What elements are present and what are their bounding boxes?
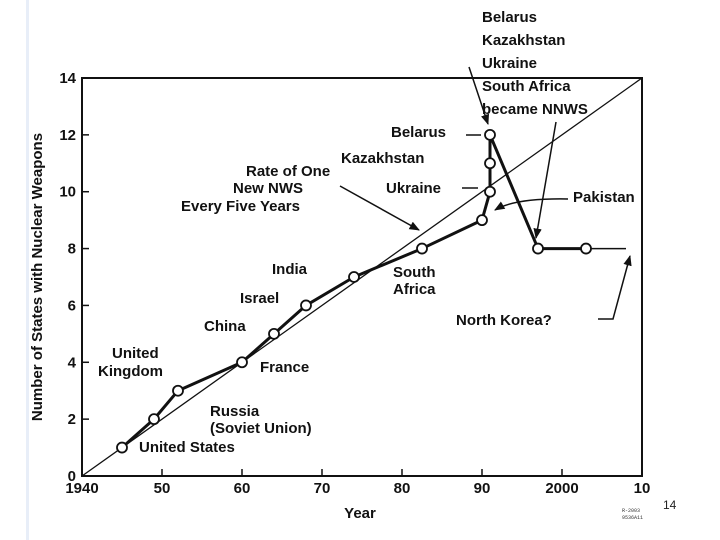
annotation-label: Pakistan <box>573 189 635 206</box>
x-tick-label: 70 <box>314 480 331 497</box>
annotation-arrow <box>598 254 632 320</box>
x-tick-label: 10 <box>634 480 651 497</box>
annotation-label: North Korea? <box>456 312 552 329</box>
callout-label: Kazakhstan <box>482 32 565 49</box>
annotation-label: China <box>204 318 246 335</box>
data-point <box>236 356 248 369</box>
series-line <box>121 133 586 449</box>
data-point <box>580 242 592 255</box>
data-point <box>476 214 488 227</box>
x-tick-label: 50 <box>154 480 171 497</box>
y-tick-label: 12 <box>59 127 76 144</box>
y-tick-label: 2 <box>68 411 76 428</box>
data-point <box>348 271 360 283</box>
annotation-label: France <box>260 359 309 376</box>
y-tick-label: 14 <box>59 70 76 87</box>
data-point <box>172 384 184 397</box>
callout-label: South Africa <box>482 78 571 95</box>
y-tick-label: 4 <box>68 354 77 371</box>
callout-label: Ukraine <box>482 55 537 72</box>
data-point <box>416 242 428 255</box>
y-tick-label: 0 <box>68 468 76 485</box>
callout-label: Belarus <box>482 9 537 26</box>
page-number: 14 <box>663 498 677 512</box>
source-code: R-2003 <box>622 508 640 514</box>
slide-left-rule <box>26 0 29 540</box>
data-point <box>148 413 160 426</box>
x-tick-label: 2000 <box>545 480 578 497</box>
annotation-label: Kazakhstan <box>341 150 424 167</box>
data-point <box>116 441 128 454</box>
x-tick-label: 60 <box>234 480 251 497</box>
annotation-arrow <box>494 198 569 211</box>
source-code: 9536A11 <box>622 515 643 521</box>
annotation-label: (Soviet Union) <box>210 420 312 437</box>
annotation-label: Kingdom <box>98 363 163 380</box>
data-point <box>532 242 544 255</box>
data-point <box>300 299 312 312</box>
annotation-label: United <box>112 345 159 362</box>
annotation-label: Africa <box>393 281 436 298</box>
annotation-label: India <box>272 261 308 278</box>
y-tick-label: 6 <box>68 297 76 314</box>
data-point <box>268 327 280 340</box>
data-point <box>484 128 496 141</box>
annotation-label: South <box>393 264 436 281</box>
annotation-label: Belarus <box>391 124 446 141</box>
y-axis-title: Number of States with Nuclear Weapons <box>29 133 46 421</box>
annotation-label: Every Five Years <box>181 198 300 215</box>
annotation-label: Israel <box>240 290 279 307</box>
data-point <box>484 157 496 170</box>
x-tick-label: 80 <box>394 480 411 497</box>
annotation-label: United States <box>139 439 235 456</box>
y-tick-label: 8 <box>68 241 76 258</box>
annotation-label: Russia <box>210 403 260 420</box>
annotation-arrow <box>339 185 420 231</box>
callout-label: became NNWS <box>482 101 588 118</box>
y-tick-label: 10 <box>59 184 76 201</box>
annotation-arrow <box>468 66 489 125</box>
annotation-arrow <box>533 121 557 240</box>
x-tick-label: 90 <box>474 480 491 497</box>
x-axis-title: Year <box>344 505 376 522</box>
annotation-label: Rate of One <box>246 163 330 180</box>
plot-frame <box>81 77 643 477</box>
x-tick-label: 1940 <box>65 480 98 497</box>
reference-line <box>81 77 643 477</box>
annotation-label: New NWS <box>233 180 303 197</box>
annotation-label: Ukraine <box>386 180 441 197</box>
data-point <box>484 185 496 198</box>
